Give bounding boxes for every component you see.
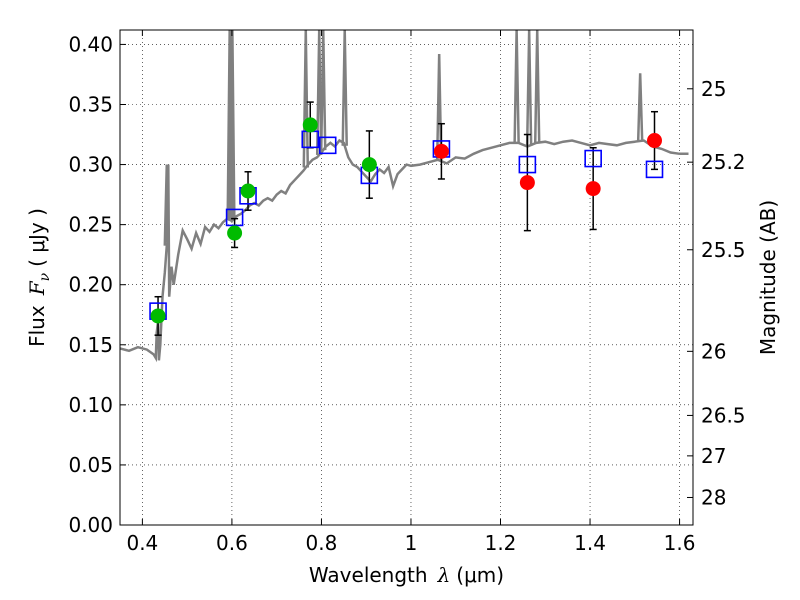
red-point — [433, 143, 449, 159]
blue-square-point — [225, 208, 244, 227]
plot-frame — [119, 29, 694, 526]
emission-line — [525, 29, 533, 146]
right-tick-label: 28 — [701, 485, 726, 509]
y-tick-label: 0.10 — [68, 393, 113, 417]
green-point — [240, 183, 256, 199]
x-tick-label: 0.4 — [126, 531, 158, 555]
y-axis-label: FluxFν( μJy ) — [25, 208, 53, 347]
emission-line — [163, 164, 171, 246]
green-point — [227, 225, 243, 241]
right-axis-label: Magnitude (AB) — [756, 200, 780, 355]
emission-line — [533, 29, 541, 143]
x-tick-label: 0.8 — [306, 531, 338, 555]
blue-square-point — [645, 160, 664, 179]
green-point — [150, 308, 166, 324]
right-tick-label: 27 — [701, 444, 726, 468]
y-tick-label: 0.30 — [68, 153, 113, 177]
green-point — [361, 157, 377, 173]
x-axis-label: Wavelength λ (μm) — [309, 563, 504, 587]
x-tick-label: 1 — [405, 531, 418, 555]
emission-line — [513, 29, 520, 143]
emission-line — [319, 29, 327, 151]
blue-square-point — [518, 155, 537, 174]
y-tick-label: 0.15 — [68, 333, 113, 357]
green-point — [302, 117, 318, 133]
y-tick-label: 0.40 — [68, 32, 113, 56]
right-tick-label: 26.5 — [701, 403, 746, 427]
emission-line — [341, 29, 348, 146]
right-tick-label: 26 — [701, 339, 726, 363]
right-tick-label: 25.5 — [701, 238, 746, 262]
grid — [120, 30, 693, 526]
y-tick-label: 0.00 — [68, 513, 113, 537]
model-line — [119, 138, 689, 363]
right-tick-label: 25 — [701, 77, 726, 101]
blue-square-point — [318, 136, 337, 155]
tick-labels: 0.4 0.6 0.8 1 1.2 1.4 1.6 0.00 0.05 0.10 0.15 0.20 0… — [68, 32, 745, 555]
red-point — [647, 133, 663, 149]
y-tick-label: 0.05 — [68, 453, 113, 477]
x-tick-label: 1.2 — [485, 531, 517, 555]
right-tick-label: 25.2 — [701, 150, 746, 174]
x-tick-label: 1.4 — [574, 531, 606, 555]
emission-line — [636, 73, 644, 142]
blue-square-point — [584, 149, 602, 168]
red-point — [585, 181, 601, 197]
y-tick-label: 0.20 — [68, 273, 113, 297]
y-tick-label: 0.25 — [68, 213, 113, 237]
y-tick-label: 0.35 — [68, 92, 113, 116]
emission-line — [435, 54, 443, 161]
data-markers — [149, 117, 664, 324]
x-tick-label: 0.6 — [216, 531, 248, 555]
axis-ticks — [120, 30, 693, 526]
red-point — [519, 175, 535, 191]
model-spectrum — [119, 29, 689, 363]
x-tick-label: 1.6 — [664, 531, 696, 555]
